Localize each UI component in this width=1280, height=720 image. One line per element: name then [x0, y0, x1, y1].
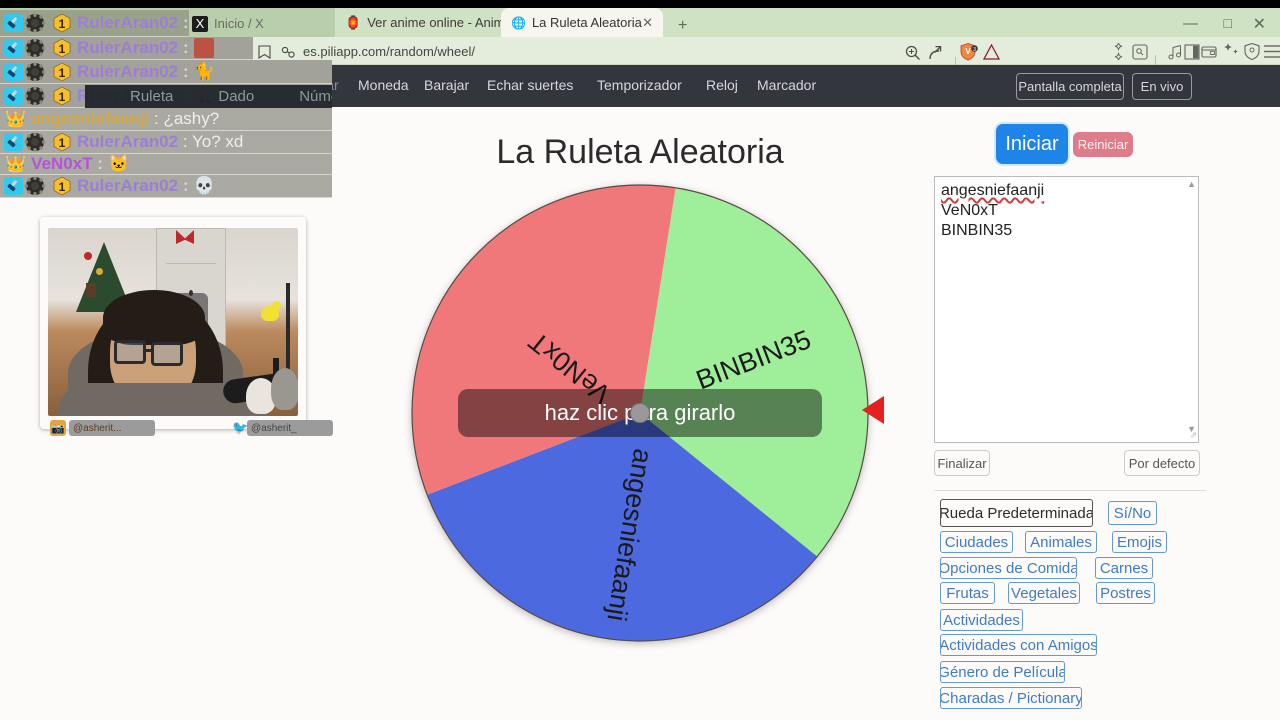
- svg-text:1: 1: [59, 90, 66, 104]
- svg-text:1: 1: [59, 17, 66, 31]
- svg-text:1: 1: [59, 42, 66, 56]
- svg-text:1: 1: [59, 66, 66, 80]
- svg-text:1: 1: [59, 180, 66, 194]
- svg-text:V: V: [965, 47, 971, 56]
- svg-text:3: 3: [973, 47, 976, 53]
- svg-text:1: 1: [59, 136, 66, 150]
